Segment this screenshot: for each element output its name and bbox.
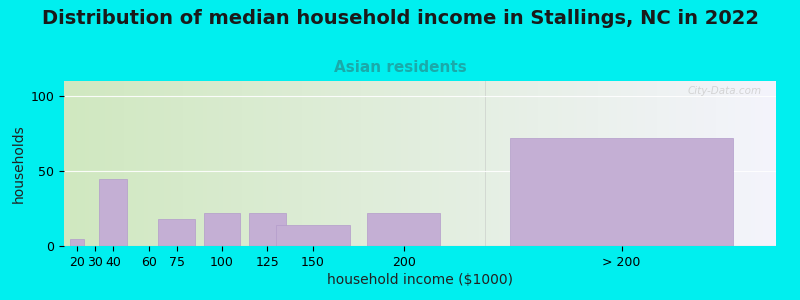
Bar bbox=[510, 138, 734, 246]
Bar bbox=[70, 238, 84, 246]
Y-axis label: households: households bbox=[12, 124, 26, 203]
Text: Asian residents: Asian residents bbox=[334, 60, 466, 75]
Bar bbox=[367, 213, 441, 246]
X-axis label: household income ($1000): household income ($1000) bbox=[327, 273, 513, 287]
Bar bbox=[276, 225, 350, 246]
Bar bbox=[98, 178, 127, 246]
Bar bbox=[158, 219, 195, 246]
Bar bbox=[249, 213, 286, 246]
Text: City-Data.com: City-Data.com bbox=[688, 86, 762, 96]
Text: Distribution of median household income in Stallings, NC in 2022: Distribution of median household income … bbox=[42, 9, 758, 28]
Bar bbox=[204, 213, 241, 246]
